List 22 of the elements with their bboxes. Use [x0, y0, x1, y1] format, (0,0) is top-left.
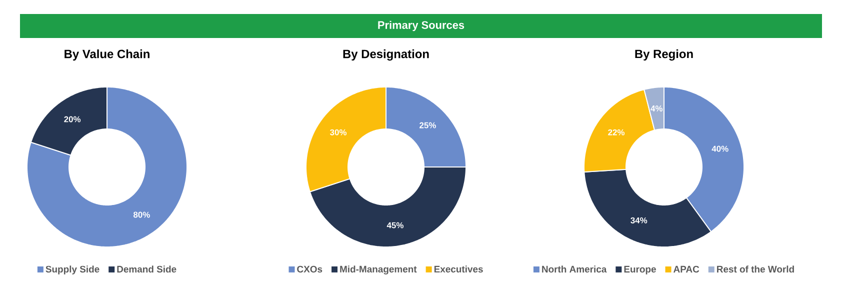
data-label: 80%	[133, 212, 150, 218]
data-label: 4%	[650, 105, 663, 112]
data-label: 45%	[386, 222, 404, 228]
legend-label: Supply Side	[46, 266, 100, 274]
legend-label: Mid-Management	[340, 266, 417, 274]
legend-label: Executives	[434, 266, 483, 273]
data-label: 20%	[64, 116, 81, 122]
data-label: 40%	[712, 146, 728, 152]
legend-label: Demand Side	[117, 266, 176, 273]
data-label: 25%	[420, 122, 436, 128]
legend-label: APAC	[674, 266, 700, 273]
data-label: 30%	[330, 129, 347, 136]
chart-title: By Value Chain	[64, 49, 150, 61]
chart-title: By Region	[635, 49, 693, 61]
data-label: 34%	[630, 217, 648, 224]
chart-title: By Designation	[343, 49, 429, 61]
legend-label: Europe	[624, 266, 656, 274]
data-label: 22%	[608, 129, 625, 136]
legend-label: North America	[542, 266, 607, 273]
legend-label: Rest of the World	[717, 266, 794, 273]
text: Primary Sources	[378, 20, 464, 32]
legend-label: CXOs	[297, 266, 322, 273]
